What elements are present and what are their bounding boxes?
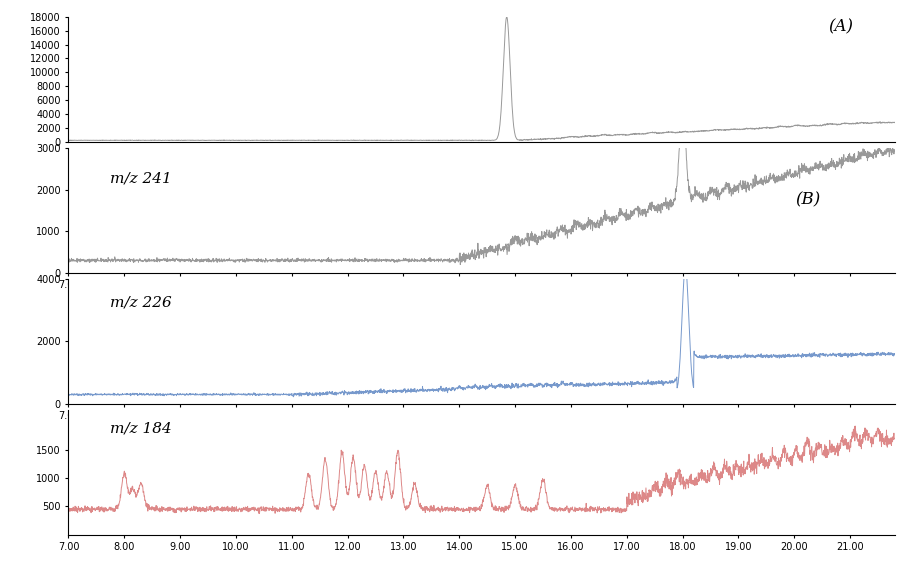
Text: (A): (A) — [829, 19, 854, 36]
Text: m/z 226: m/z 226 — [110, 296, 172, 310]
Text: m/z 184: m/z 184 — [110, 422, 172, 436]
Text: m/z 241: m/z 241 — [110, 172, 172, 186]
Text: (B): (B) — [795, 191, 821, 208]
